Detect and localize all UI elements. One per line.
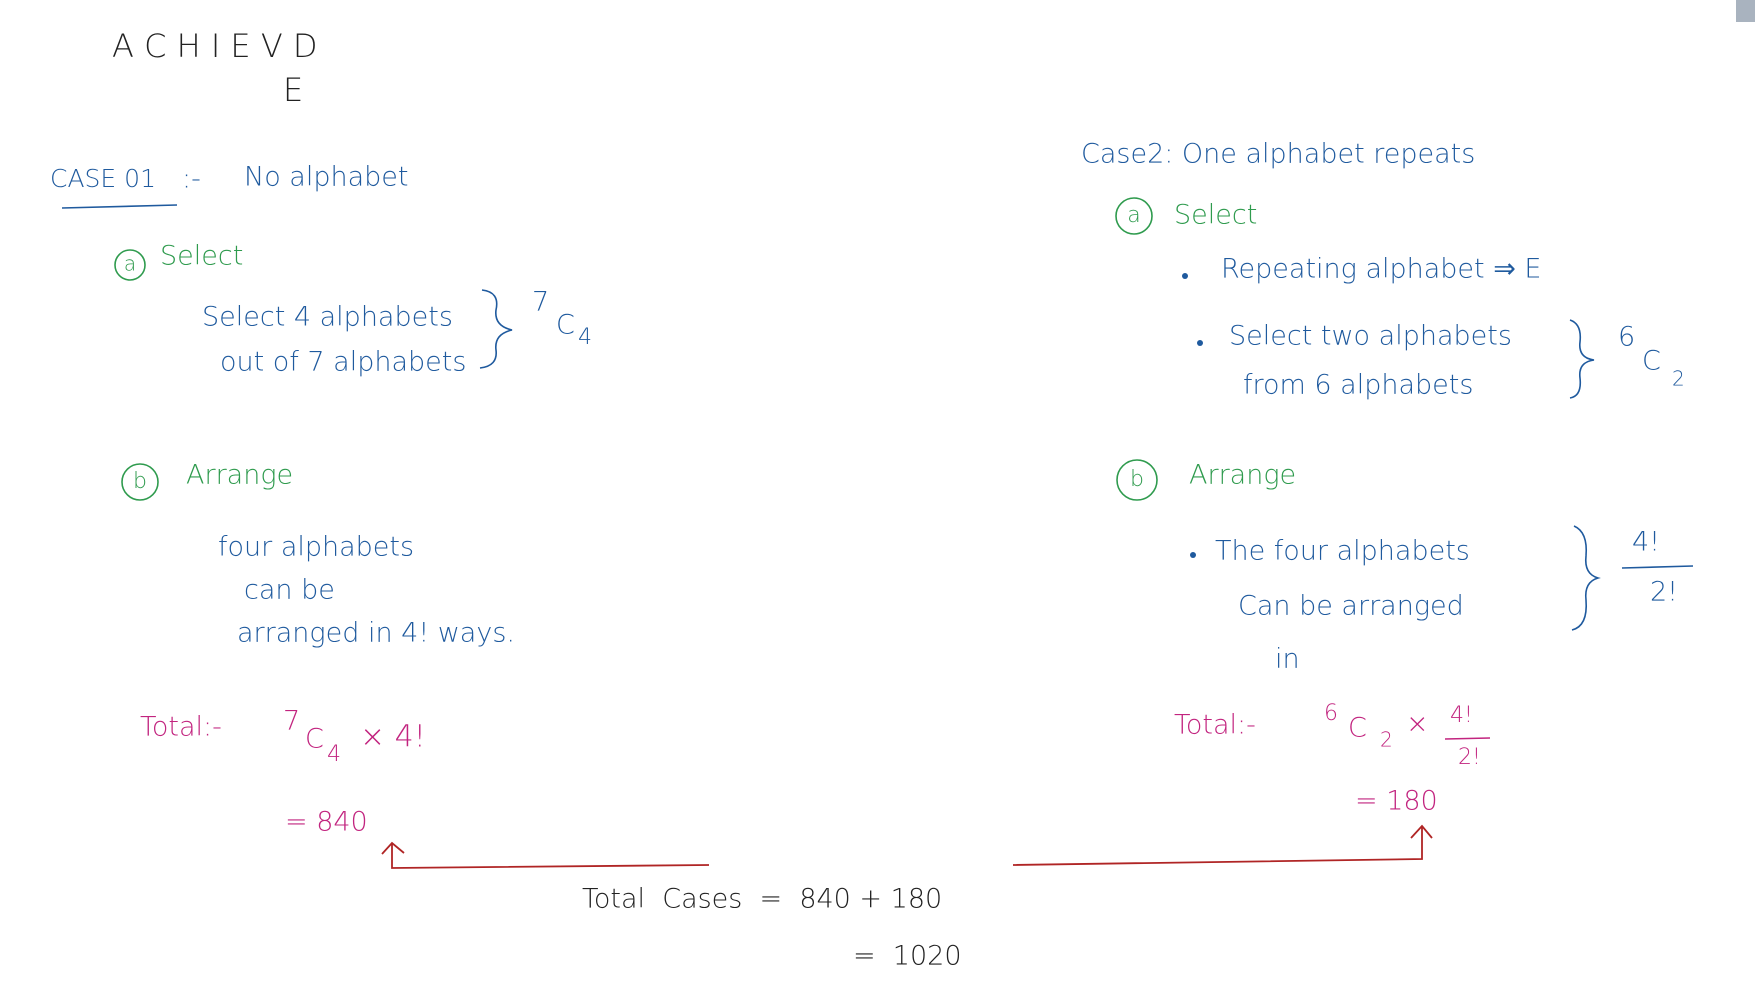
note: Select 4 alphabets [202,302,453,333]
total-times: × [1406,709,1429,740]
underline [61,204,178,209]
formula-sub: 2 [1672,367,1685,391]
summary-line: = 1020 [853,941,962,972]
case-title: CASE 01 [50,164,156,193]
case-title: Case2: One alphabet repeats [1081,139,1475,170]
note: four alphabets [218,532,414,563]
brace [1571,525,1601,631]
formula-sup: 7 [532,287,549,318]
formula-base: C [556,310,575,341]
note: The four alphabets [1215,536,1470,567]
bullet [1182,273,1188,279]
total-denominator: 2! [1458,745,1481,770]
marker: a [1127,203,1140,228]
bullet [1190,552,1196,558]
summary-line: Total Cases = 840 + 180 [582,884,942,915]
total-base: C [305,724,324,755]
total-numerator: 4! [1450,703,1473,728]
marker-circle [114,249,146,281]
note: in [1275,644,1300,675]
total-label: Total:- [1174,710,1256,741]
step-label: Select [160,241,243,272]
total-sub: 2 [1380,728,1393,752]
marker: b [1130,467,1144,492]
marker-circle [121,463,159,501]
note: from 6 alphabets [1243,370,1473,401]
step-label: Select [1174,200,1257,231]
fraction-line [1621,565,1694,569]
note: Repeating alphabet ⇒ E [1221,254,1541,285]
scroll-indicator [1736,0,1755,22]
fraction-numerator: 4! [1632,527,1660,558]
note: can be [244,575,335,606]
case-subtitle: No alphabet [244,162,408,193]
formula-base: C [1642,346,1661,377]
formula-sup: 6 [1618,322,1635,353]
total-result: = 180 [1355,786,1438,817]
title-word: A C H I E V D [112,27,318,65]
arrow [1012,824,1433,866]
case-separator: :- [182,164,201,195]
marker-circle [1116,459,1158,501]
total-base: C [1348,713,1367,744]
marker: b [133,469,147,494]
note: out of 7 alphabets [220,347,466,378]
fraction-line [1444,737,1491,740]
total-sup: 6 [1324,701,1338,726]
marker-circle [1115,197,1153,235]
brace [1569,319,1595,399]
total-rest: × 4! [360,720,426,755]
step-label: Arrange [1189,460,1296,491]
total-sub: 4 [327,742,341,767]
marker: a [124,252,136,276]
note: Can be arranged [1238,591,1464,622]
step-label: Arrange [186,460,293,491]
formula-sub: 4 [578,325,592,350]
total-label: Total:- [140,712,222,743]
bullet [1197,340,1203,346]
total-result: = 840 [285,807,368,838]
brace [479,289,513,369]
title-extra: E [283,71,303,109]
total-sup: 7 [283,706,300,737]
note: arranged in 4! ways. [237,618,515,649]
arrow [381,841,710,869]
fraction-denominator: 2! [1650,577,1678,608]
note: Select two alphabets [1229,321,1512,352]
